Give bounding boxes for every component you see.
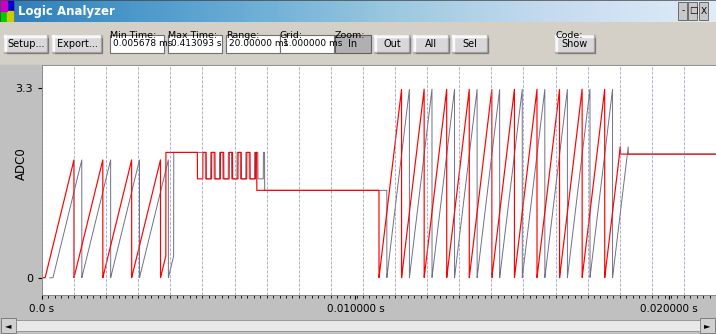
Text: Zoom:: Zoom: [335,31,365,40]
Text: Sel: Sel [463,39,478,49]
Bar [486,35,488,53]
Bar [7,11,13,21]
Text: Show: Show [562,39,588,49]
Bar [374,35,410,53]
Text: In: In [349,39,357,49]
Bar [452,35,488,53]
Bar [335,35,371,53]
Bar [374,51,410,53]
Bar [594,35,595,53]
Bar [452,35,453,53]
Bar [678,2,687,20]
Text: Max Time:: Max Time: [168,31,217,40]
Bar [168,35,222,53]
Text: ADC0: ADC0 [14,148,27,180]
Text: -: - [682,6,684,15]
Text: 20.00000 ms: 20.00000 ms [229,39,289,48]
Bar [413,35,449,36]
Bar [409,35,410,53]
Bar [100,35,102,53]
Bar [226,35,280,53]
Bar [452,35,488,36]
Bar [555,35,595,36]
Bar [688,2,697,20]
Bar [1,11,7,21]
Bar [413,35,449,53]
Text: Grid:: Grid: [280,31,303,40]
Bar [413,51,449,53]
Bar [52,35,54,53]
Text: X: X [701,6,707,15]
Bar [413,35,415,53]
Bar [452,51,488,53]
Text: Min Time:: Min Time: [110,31,156,40]
Bar [555,35,595,53]
Text: 1.000000 ms: 1.000000 ms [283,39,342,48]
Bar [4,35,48,36]
Text: Range:: Range: [226,31,259,40]
Bar [52,51,102,53]
Text: Code:: Code: [555,31,583,40]
Bar [374,35,410,36]
Bar [700,318,715,333]
Bar [1,1,13,21]
Text: 0.413093 s: 0.413093 s [171,39,221,48]
Text: Export...: Export... [57,39,97,49]
Text: Setup...: Setup... [7,39,44,49]
Bar [1,1,7,11]
Bar [448,35,449,53]
Bar [555,35,556,53]
Bar [4,35,6,53]
Bar [52,35,102,36]
Text: ◄: ◄ [5,321,12,330]
Bar [52,35,102,53]
Bar [110,35,164,53]
Bar [699,2,708,20]
Text: 0.005678 ms: 0.005678 ms [113,39,173,48]
Bar [280,35,334,53]
Text: Logic Analyzer: Logic Analyzer [18,4,115,17]
Bar [374,35,375,53]
Bar [555,51,595,53]
Bar [1,318,16,333]
Bar [7,1,13,11]
Bar [4,35,48,53]
Text: ►: ► [704,321,711,330]
Bar [4,51,48,53]
Bar [47,35,48,53]
Text: Out: Out [383,39,401,49]
Bar [16,320,700,331]
Text: □: □ [689,6,697,15]
Text: All: All [425,39,437,49]
